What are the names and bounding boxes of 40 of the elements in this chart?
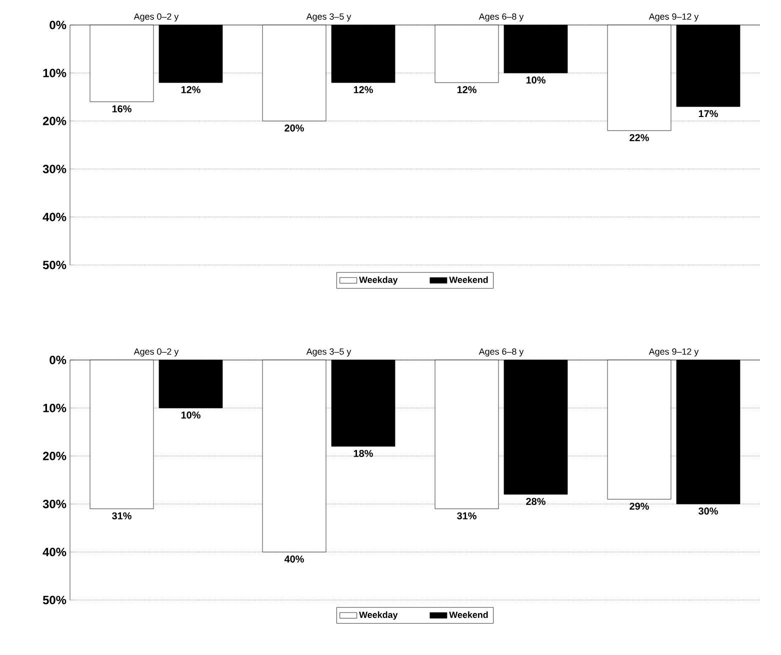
y-tick-label: 40% [42, 212, 66, 222]
y-tick-label: 10% [43, 68, 66, 78]
data-label: 30% [698, 508, 718, 515]
y-tick-label: 30% [42, 164, 66, 174]
data-label: 16% [112, 105, 132, 112]
data-label: 10% [181, 412, 200, 419]
x-tick-label: Ages 9–12 y [648, 13, 699, 22]
x-tick-label: Ages 6–8 y [478, 348, 524, 356]
x-tick-label: Ages 3–5 y [306, 348, 352, 356]
data-label: 22% [630, 134, 649, 142]
x-tick-label: Ages 9–12 y [648, 348, 699, 356]
y-tick-label: 20% [42, 452, 66, 460]
x-tick-label: Ages 0–2 y [134, 13, 179, 22]
data-label: 10% [526, 76, 546, 84]
data-label: 31% [457, 512, 476, 520]
data-label: 17% [698, 110, 718, 118]
data-label: 20% [284, 124, 304, 132]
data-label: 29% [630, 502, 649, 510]
legend-label: Weekday [359, 276, 398, 285]
data-label: 40% [284, 556, 304, 563]
y-tick-label: 0% [50, 356, 66, 364]
y-tick-label: 30% [42, 500, 66, 508]
data-label: 18% [354, 450, 373, 457]
y-tick-label: 20% [42, 116, 66, 126]
data-label: 12% [354, 86, 373, 94]
legend-label: Weekday [359, 611, 398, 620]
x-tick-label: Ages 6–8 y [478, 13, 524, 22]
legend-label: Weekend [449, 611, 488, 618]
y-tick-label: 10% [43, 404, 66, 412]
y-tick-label: 0% [50, 20, 66, 30]
data-label: 12% [457, 86, 476, 94]
legend-label: Weekend [449, 276, 488, 283]
data-label: 28% [526, 498, 546, 505]
y-tick-label: 40% [42, 548, 66, 556]
y-tick-label: 50% [42, 596, 66, 604]
y-tick-label: 50% [42, 260, 66, 270]
x-tick-label: Ages 0–2 y [134, 348, 179, 356]
x-tick-label: Ages 3–5 y [306, 13, 352, 22]
data-label: 12% [181, 86, 200, 94]
data-label: 31% [112, 512, 132, 520]
